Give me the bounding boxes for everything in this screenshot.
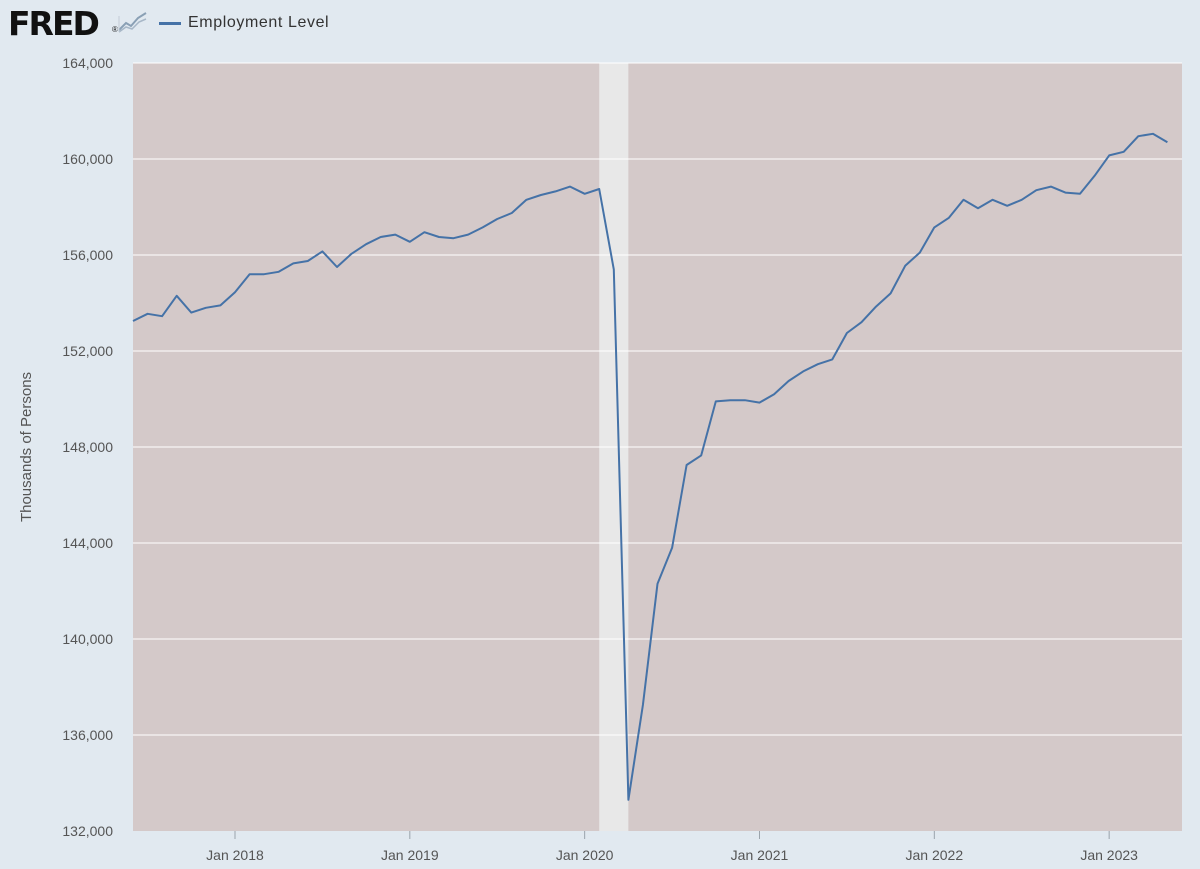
x-tick-label: Jan 2020 [556, 847, 614, 863]
y-tick-label: 164,000 [62, 55, 113, 71]
y-tick-label: 140,000 [62, 631, 113, 647]
grid-lines [133, 62, 1182, 736]
series-line-employment-level[interactable] [132, 132, 1168, 801]
legend-label: Employment Level [188, 14, 330, 31]
line-graph-icon [117, 10, 149, 34]
fred-logo[interactable]: FRED [8, 4, 100, 43]
y-tick-label: 132,000 [62, 823, 113, 839]
y-tick-label: 156,000 [62, 247, 113, 263]
x-tick-label: Jan 2018 [206, 847, 264, 863]
y-tick-label: 152,000 [62, 343, 113, 359]
x-tick-label: Jan 2021 [731, 847, 789, 863]
x-axis-ticks: Jan 2018 Jan 2019 Jan 2020 Jan 2021 Jan 2022… [206, 831, 1138, 863]
y-tick-label: 144,000 [62, 535, 113, 551]
y-tick-label: 148,000 [62, 439, 113, 455]
fred-registered-mark: ® [112, 25, 118, 34]
x-tick-label: Jan 2019 [381, 847, 439, 863]
legend-swatch [159, 21, 181, 25]
x-tick-label: Jan 2023 [1080, 847, 1138, 863]
chart-legend[interactable]: Employment Level [159, 13, 329, 33]
series-lines [132, 132, 1168, 801]
chart-header: FRED ® Employment Level [0, 0, 1200, 50]
y-axis-ticks: 132,000 136,000 140,000 144,000 148,000 152,0… [62, 55, 113, 839]
x-tick-label: Jan 2022 [906, 847, 964, 863]
y-tick-label: 160,000 [62, 151, 113, 167]
y-tick-label: 136,000 [62, 727, 113, 743]
y-axis-title: Thousands of Persons [18, 372, 35, 522]
